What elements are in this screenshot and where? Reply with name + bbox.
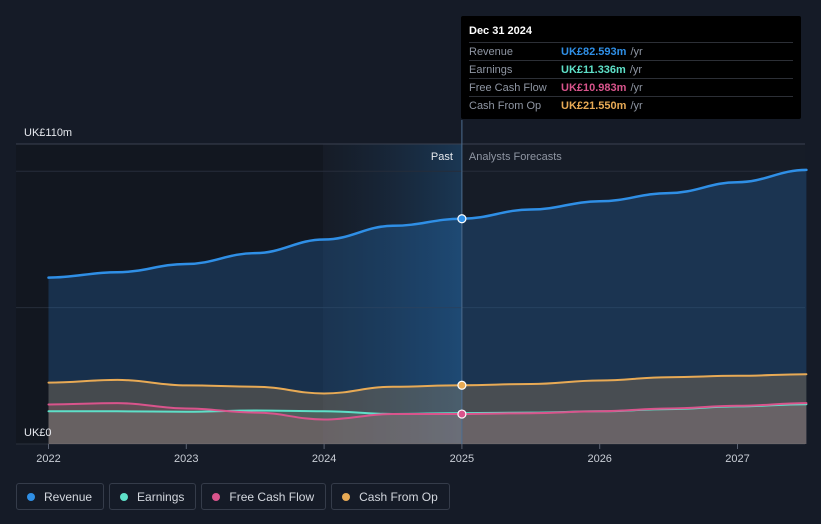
legend-dot-icon <box>212 492 221 501</box>
marker-revenue <box>457 214 467 224</box>
y-axis-top-label: UK£110m <box>24 127 72 139</box>
line-revenue <box>47 168 808 279</box>
legend-label: Free Cash Flow <box>229 489 315 504</box>
legend-label: Earnings <box>137 489 185 504</box>
tooltip-row-cash-from-op: Cash From Op UK£21.550m /yr <box>469 96 793 114</box>
hover-markers <box>457 214 467 419</box>
area-revenue <box>48 169 807 444</box>
tooltip-row-unit: /yr <box>630 45 643 58</box>
tooltip-row-unit: /yr <box>630 99 643 112</box>
tooltip-row-unit: /yr <box>629 63 643 76</box>
tooltip-row-value: UK£11.336m <box>561 63 626 76</box>
marker-cash-from-op <box>457 380 467 390</box>
tooltip-row-value: UK£10.983m <box>561 81 627 94</box>
x-tick-label: 2026 <box>587 453 611 465</box>
tooltip-row-earnings: Earnings UK£11.336m /yr <box>469 60 793 78</box>
tooltip-row-value: UK£82.593m <box>561 45 627 58</box>
x-tick-label: 2022 <box>36 453 60 465</box>
legend-label: Revenue <box>44 489 93 504</box>
grid-lines <box>16 143 805 445</box>
area-cash-from-op <box>48 374 807 444</box>
legend-item-earnings[interactable]: Earnings <box>109 483 197 510</box>
tooltip-row-revenue: Revenue UK£82.593m /yr <box>469 42 793 60</box>
tooltip-row-name: Cash From Op <box>469 99 542 112</box>
series-areas <box>48 169 807 444</box>
tooltip-row-value: UK£21.550m <box>561 99 627 112</box>
area-earnings <box>48 404 807 444</box>
x-tick-label: 2024 <box>312 453 336 465</box>
legend: Revenue Earnings Free Cash Flow Cash Fro… <box>16 483 455 510</box>
tooltip-row-unit: /yr <box>630 81 643 94</box>
past-highlight-region <box>323 144 462 444</box>
x-tick-label: 2025 <box>450 453 474 465</box>
tooltip-row-name: Earnings <box>469 63 513 76</box>
line-free-cash-flow <box>47 402 808 421</box>
legend-item-revenue[interactable]: Revenue <box>16 483 105 510</box>
series-lines <box>47 168 808 421</box>
legend-dot-icon <box>27 492 35 501</box>
area-free-cash-flow <box>48 403 807 444</box>
tooltip-date: Dec 31 2024 <box>469 25 532 37</box>
past-label: Past <box>431 151 453 163</box>
marker-free-cash-flow <box>457 409 467 419</box>
x-axis-ticks: 2022 2023 2024 2025 2026 2027 <box>36 444 750 465</box>
x-tick-label: 2027 <box>725 453 749 465</box>
tooltip-row-name: Revenue <box>469 45 514 58</box>
legend-item-cash-from-op[interactable]: Cash From Op <box>331 483 450 510</box>
legend-label: Cash From Op <box>359 489 438 504</box>
legend-item-free-cash-flow[interactable]: Free Cash Flow <box>201 483 327 510</box>
x-tick-label: 2023 <box>174 453 198 465</box>
legend-dot-icon <box>342 492 351 501</box>
line-cash-from-op <box>47 373 808 395</box>
analysts-forecasts-label: Analysts Forecasts <box>469 151 562 163</box>
tooltip-row-free-cash-flow: Free Cash Flow UK£10.983m /yr <box>469 78 793 96</box>
past-dark-region <box>16 144 323 444</box>
tooltip: Dec 31 2024 Revenue UK£82.593m /yr Earni… <box>461 16 801 119</box>
y-axis-bottom-label: UK£0 <box>24 427 52 439</box>
legend-dot-icon <box>120 492 129 501</box>
tooltip-row-name: Free Cash Flow <box>469 81 547 94</box>
